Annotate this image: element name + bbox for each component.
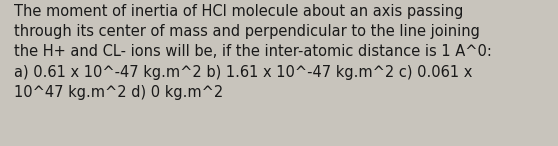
- Text: The moment of inertia of HCI molecule about an axis passing
through its center o: The moment of inertia of HCI molecule ab…: [14, 4, 492, 100]
